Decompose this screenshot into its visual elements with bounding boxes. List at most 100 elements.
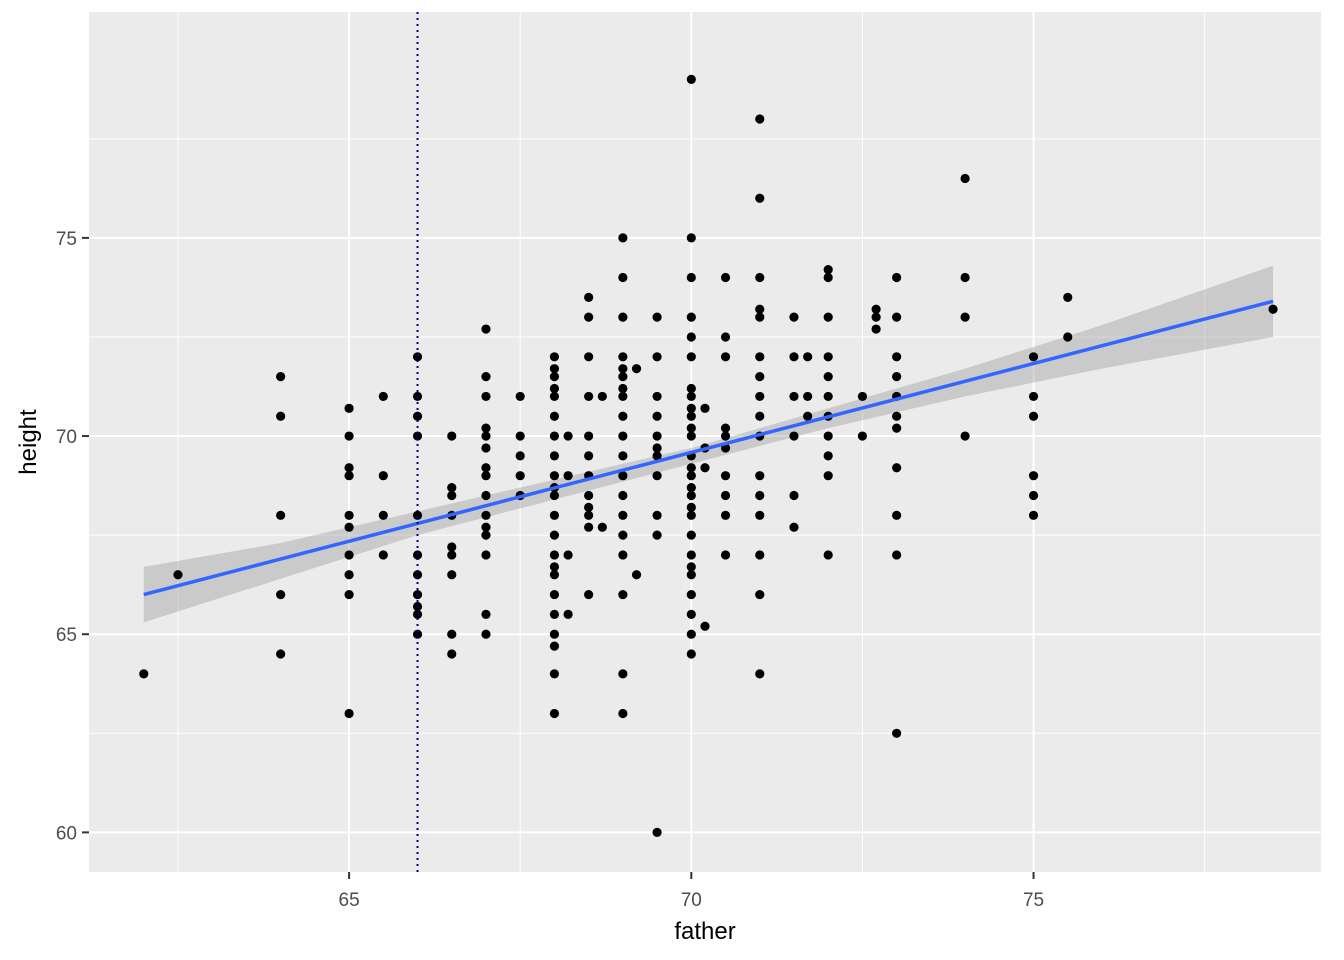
data-point: [686, 403, 696, 413]
data-point: [1028, 352, 1039, 362]
data-point: [563, 471, 573, 481]
data-point: [412, 411, 423, 421]
data-point: [700, 403, 710, 413]
data-point: [686, 609, 696, 619]
data-point: [892, 372, 902, 382]
data-point: [276, 510, 286, 520]
data-point: [789, 522, 799, 532]
data-point: [686, 562, 696, 572]
data-point: [652, 312, 662, 322]
data-points: [139, 74, 1278, 837]
data-point: [823, 352, 833, 362]
data-point: [344, 522, 354, 532]
data-point: [549, 451, 560, 461]
data-point: [871, 312, 881, 322]
data-point: [412, 352, 423, 362]
data-point: [720, 490, 731, 501]
data-point: [960, 272, 970, 283]
data-point: [563, 609, 573, 619]
data-point: [618, 589, 628, 600]
data-point: [447, 431, 457, 441]
data-point: [892, 423, 902, 433]
data-point: [652, 471, 662, 481]
data-point: [755, 312, 765, 322]
data-point: [720, 352, 731, 362]
data-point: [344, 550, 354, 560]
data-point: [1028, 411, 1039, 421]
data-point: [378, 550, 388, 560]
data-point: [686, 383, 696, 394]
data-point: [720, 471, 731, 481]
data-point: [631, 364, 642, 374]
data-point: [892, 312, 902, 322]
data-point: [618, 233, 628, 243]
data-point: [686, 502, 696, 512]
data-point: [823, 471, 833, 481]
data-point: [584, 391, 594, 402]
data-point: [515, 451, 525, 461]
data-point: [549, 352, 560, 362]
data-point: [618, 550, 628, 560]
data-point: [686, 471, 696, 481]
data-point: [447, 550, 457, 560]
data-point: [755, 510, 765, 520]
data-point: [755, 272, 765, 283]
data-point: [276, 372, 286, 382]
y-tick-label: 70: [56, 427, 77, 448]
data-point: [584, 589, 594, 600]
data-point: [481, 324, 491, 334]
data-point: [412, 431, 423, 441]
data-point: [584, 451, 594, 461]
data-point: [584, 292, 594, 302]
data-point: [618, 411, 628, 421]
data-point: [686, 431, 696, 441]
data-point: [618, 471, 628, 481]
data-point: [481, 471, 491, 481]
data-point: [618, 364, 628, 374]
data-point: [549, 589, 560, 600]
x-tick-label: 75: [1023, 890, 1044, 911]
data-point: [344, 431, 354, 441]
data-point: [755, 372, 765, 382]
data-point: [276, 411, 286, 421]
data-point: [481, 510, 491, 520]
data-point: [549, 609, 560, 619]
data-point: [515, 471, 525, 481]
data-point: [700, 621, 710, 631]
data-point: [481, 530, 491, 540]
data-point: [584, 522, 594, 532]
data-point: [597, 522, 607, 532]
fit-line: [143, 299, 1274, 597]
data-point: [1028, 471, 1039, 481]
data-point: [344, 570, 354, 580]
data-point: [857, 391, 868, 402]
data-point: [652, 451, 662, 461]
data-point: [447, 649, 457, 659]
data-point: [686, 352, 696, 362]
data-point: [618, 708, 628, 719]
data-point: [960, 431, 970, 441]
data-point: [344, 403, 354, 413]
data-point: [481, 443, 491, 453]
data-point: [686, 482, 696, 493]
data-point: [481, 423, 491, 433]
data-point: [803, 352, 813, 362]
data-point: [686, 490, 696, 501]
y-tick-label: 75: [56, 229, 77, 250]
data-point: [892, 352, 902, 362]
data-point: [447, 482, 457, 493]
data-point: [173, 570, 183, 580]
data-point: [686, 463, 696, 473]
data-point: [686, 391, 696, 402]
data-point: [631, 570, 642, 580]
major-gridlines: [89, 12, 1321, 872]
data-point: [892, 463, 902, 473]
data-point: [823, 272, 833, 283]
data-point: [139, 669, 149, 679]
data-point: [344, 708, 354, 719]
data-point: [447, 629, 457, 639]
data-point: [686, 570, 696, 580]
data-point: [803, 411, 813, 421]
data-point: [584, 431, 594, 441]
y-tick-label: 65: [56, 625, 77, 646]
